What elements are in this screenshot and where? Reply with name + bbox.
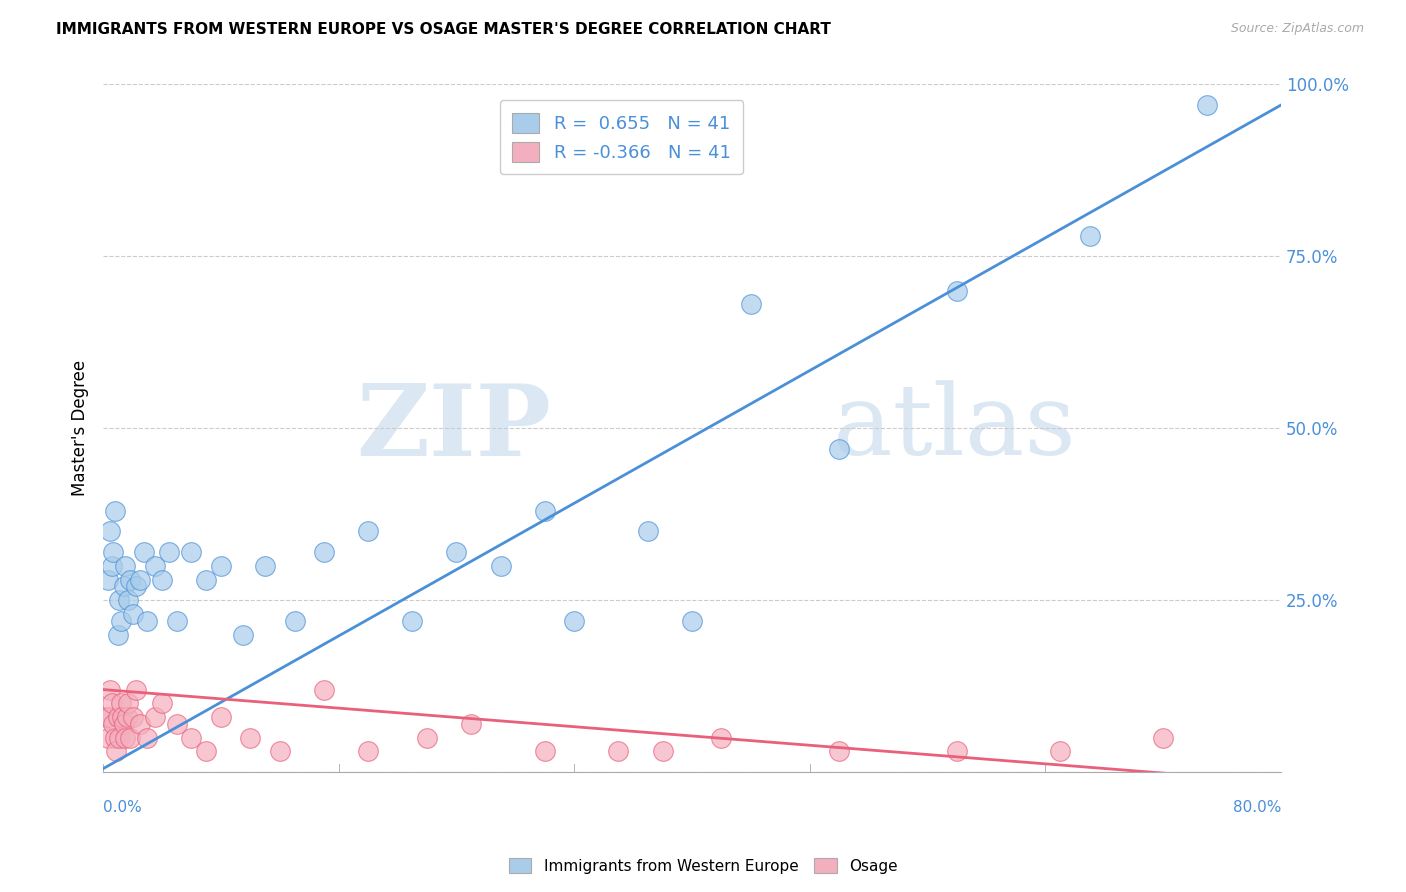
Text: IMMIGRANTS FROM WESTERN EUROPE VS OSAGE MASTER'S DEGREE CORRELATION CHART: IMMIGRANTS FROM WESTERN EUROPE VS OSAGE … xyxy=(56,22,831,37)
Point xyxy=(681,614,703,628)
Point xyxy=(134,545,156,559)
Point xyxy=(100,682,122,697)
Point xyxy=(118,731,141,745)
Point xyxy=(129,717,152,731)
Point xyxy=(401,614,423,628)
Point xyxy=(828,442,851,456)
Point xyxy=(710,731,733,745)
Legend: R =  0.655   N = 41, R = -0.366   N = 41: R = 0.655 N = 41, R = -0.366 N = 41 xyxy=(499,100,744,175)
Point xyxy=(166,717,188,731)
Point xyxy=(150,696,173,710)
Point xyxy=(254,558,277,573)
Point xyxy=(104,731,127,745)
Point xyxy=(269,744,291,758)
Point xyxy=(209,558,232,573)
Point xyxy=(94,710,117,724)
Point xyxy=(157,545,180,559)
Point xyxy=(416,731,439,745)
Point xyxy=(121,710,143,724)
Point xyxy=(104,504,127,518)
Text: Source: ZipAtlas.com: Source: ZipAtlas.com xyxy=(1230,22,1364,36)
Point xyxy=(136,731,159,745)
Point xyxy=(1197,98,1219,112)
Point xyxy=(828,744,851,758)
Point xyxy=(136,614,159,628)
Point xyxy=(239,731,262,745)
Text: ZIP: ZIP xyxy=(356,380,551,476)
Point xyxy=(118,573,141,587)
Point xyxy=(100,524,122,539)
Point xyxy=(117,696,139,710)
Legend: Immigrants from Western Europe, Osage: Immigrants from Western Europe, Osage xyxy=(502,852,904,880)
Point xyxy=(946,284,969,298)
Point xyxy=(489,558,512,573)
Point xyxy=(105,744,128,758)
Point xyxy=(101,696,124,710)
Point xyxy=(180,731,202,745)
Point xyxy=(111,710,134,724)
Point xyxy=(166,614,188,628)
Point xyxy=(124,682,146,697)
Text: atlas: atlas xyxy=(834,380,1076,476)
Point xyxy=(357,524,380,539)
Point xyxy=(312,682,335,697)
Point xyxy=(114,731,136,745)
Point xyxy=(357,744,380,758)
Point xyxy=(533,744,555,758)
Point xyxy=(107,710,129,724)
Point xyxy=(112,717,135,731)
Point xyxy=(143,558,166,573)
Point xyxy=(101,558,124,573)
Point xyxy=(96,731,118,745)
Point xyxy=(1152,731,1174,745)
Point xyxy=(129,573,152,587)
Point xyxy=(946,744,969,758)
Point xyxy=(110,696,132,710)
Point xyxy=(114,558,136,573)
Point xyxy=(195,573,218,587)
Point xyxy=(232,627,254,641)
Point xyxy=(562,614,585,628)
Text: 0.0%: 0.0% xyxy=(103,799,142,814)
Point xyxy=(637,524,659,539)
Point xyxy=(460,717,482,731)
Point xyxy=(533,504,555,518)
Point xyxy=(103,717,125,731)
Point xyxy=(312,545,335,559)
Text: 80.0%: 80.0% xyxy=(1233,799,1281,814)
Point xyxy=(107,627,129,641)
Point xyxy=(110,614,132,628)
Point xyxy=(124,579,146,593)
Point xyxy=(446,545,468,559)
Y-axis label: Master's Degree: Master's Degree xyxy=(72,360,89,496)
Point xyxy=(607,744,630,758)
Point xyxy=(1078,228,1101,243)
Point xyxy=(121,607,143,621)
Point xyxy=(98,710,121,724)
Point xyxy=(180,545,202,559)
Point xyxy=(195,744,218,758)
Point xyxy=(108,731,131,745)
Point xyxy=(143,710,166,724)
Point xyxy=(209,710,232,724)
Point xyxy=(112,579,135,593)
Point xyxy=(651,744,673,758)
Point xyxy=(96,573,118,587)
Point xyxy=(740,297,762,311)
Point xyxy=(108,593,131,607)
Point xyxy=(1049,744,1071,758)
Point xyxy=(150,573,173,587)
Point xyxy=(103,545,125,559)
Point xyxy=(283,614,305,628)
Point xyxy=(115,710,138,724)
Point xyxy=(117,593,139,607)
